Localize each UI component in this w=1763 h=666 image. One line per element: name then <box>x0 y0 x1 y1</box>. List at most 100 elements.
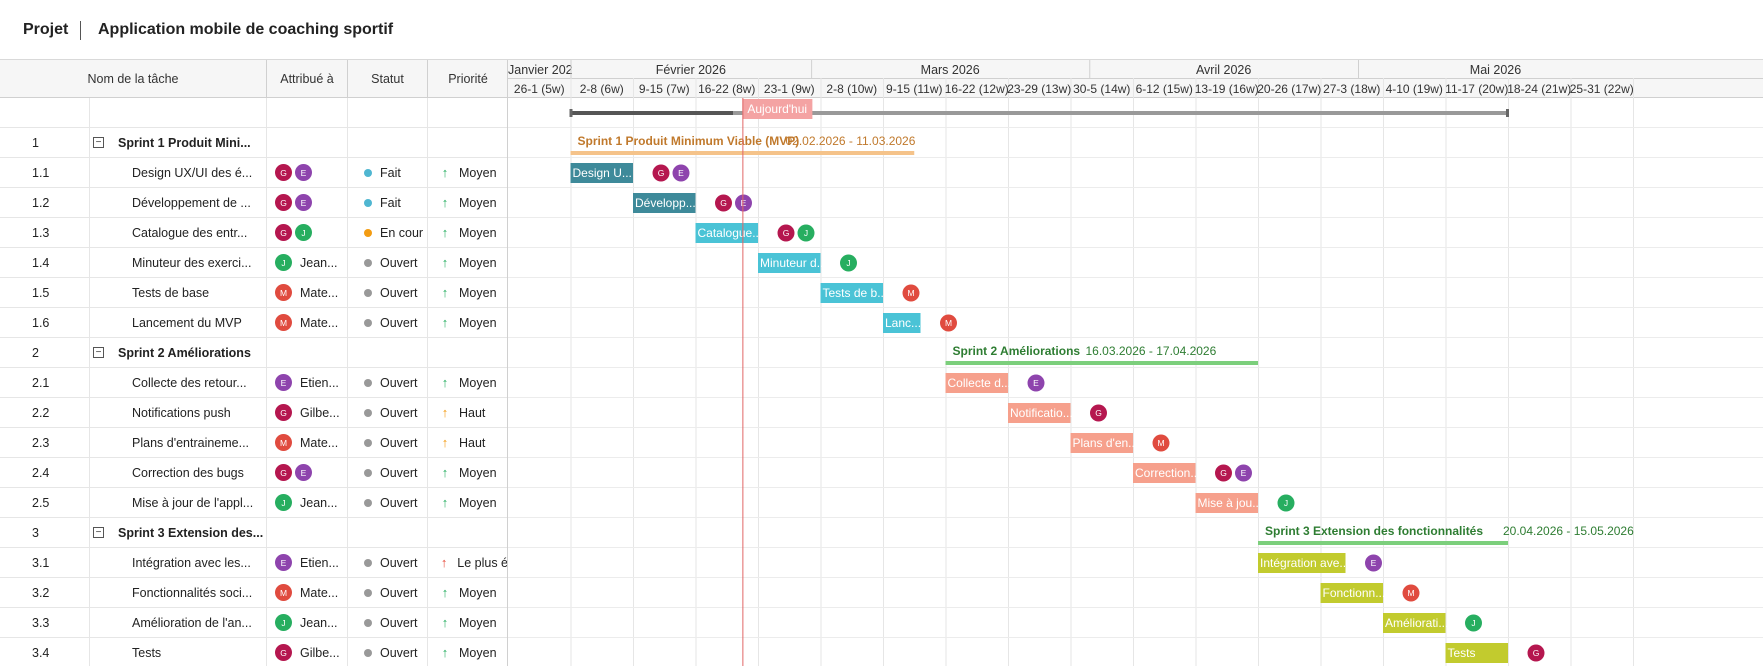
collapse-toggle-icon[interactable]: − <box>93 137 104 148</box>
task-bar[interactable] <box>1008 403 1071 423</box>
task-name-cell[interactable]: Tests <box>90 638 267 666</box>
task-bar[interactable] <box>758 253 821 273</box>
column-header-status[interactable]: Statut <box>348 60 428 98</box>
assignee-cell[interactable] <box>267 338 348 367</box>
status-cell[interactable]: En cour <box>348 218 428 247</box>
task-bar[interactable] <box>570 163 634 183</box>
table-row[interactable]: 2.2 Notifications push G Gilbe... Ouvert ↑ Hau… <box>0 398 507 428</box>
assignee-cell[interactable] <box>267 518 348 547</box>
table-row[interactable]: 2.1 Collecte des retour... E Etien... Ouvert… <box>0 368 507 398</box>
assignee-cell[interactable]: M Mate... <box>267 278 348 307</box>
status-cell[interactable] <box>348 338 428 367</box>
priority-cell[interactable]: ↑ Haut <box>428 398 507 427</box>
task-bar[interactable] <box>1320 583 1384 603</box>
status-cell[interactable]: Ouvert <box>348 548 428 577</box>
task-name-cell[interactable]: Minuteur des exerci... <box>90 248 267 277</box>
assignee-cell[interactable]: J Jean... <box>267 488 348 517</box>
table-row[interactable]: 3.4 Tests G Gilbe... Ouvert ↑ Moyen <box>0 638 507 666</box>
task-name-cell[interactable]: Tests de base <box>90 278 267 307</box>
project-summary-bar[interactable] <box>570 111 1509 115</box>
table-row[interactable]: 1.5 Tests de base M Mate... Ouvert ↑ Moyen <box>0 278 507 308</box>
status-cell[interactable]: Ouvert <box>348 488 428 517</box>
status-cell[interactable]: Ouvert <box>348 578 428 607</box>
priority-cell[interactable]: ↑ Moyen <box>428 278 507 307</box>
priority-cell[interactable]: ↑ Moyen <box>428 218 507 247</box>
status-cell[interactable]: Ouvert <box>348 608 428 637</box>
status-cell[interactable]: Ouvert <box>348 428 428 457</box>
task-name-cell[interactable]: Design UX/UI des é... <box>90 158 267 187</box>
priority-cell[interactable] <box>428 518 507 547</box>
priority-cell[interactable]: ↑ Moyen <box>428 608 507 637</box>
status-cell[interactable] <box>348 98 428 127</box>
table-row[interactable]: 3.3 Amélioration de l'an... J Jean... Ouvert… <box>0 608 507 638</box>
sprint-bar[interactable] <box>1258 541 1508 545</box>
task-name-cell[interactable]: Amélioration de l'an... <box>90 608 267 637</box>
task-bar[interactable] <box>945 373 1009 393</box>
task-name-cell[interactable]: Collecte des retour... <box>90 368 267 397</box>
group-row[interactable]: 2 Sprint 2 Améliorations − <box>0 338 507 368</box>
status-cell[interactable] <box>348 128 428 157</box>
table-row[interactable]: 1.3 Catalogue des entr... G J En cour ↑ Moyen <box>0 218 507 248</box>
task-name-cell[interactable] <box>90 98 267 127</box>
priority-cell[interactable]: ↑ Moyen <box>428 638 507 666</box>
task-name-cell[interactable]: Sprint 1 Produit Mini... <box>90 128 267 157</box>
collapse-toggle-icon[interactable]: − <box>93 347 104 358</box>
collapse-toggle-icon[interactable]: − <box>93 527 104 538</box>
priority-cell[interactable]: ↑ Le plus é <box>428 548 507 577</box>
assignee-cell[interactable]: M Mate... <box>267 578 348 607</box>
assignee-cell[interactable]: G Gilbe... <box>267 638 348 666</box>
status-cell[interactable]: Ouvert <box>348 398 428 427</box>
group-row[interactable]: 1 Sprint 1 Produit Mini... − <box>0 128 507 158</box>
breadcrumb-root[interactable]: Projet <box>23 21 69 38</box>
task-bar[interactable] <box>1383 613 1446 633</box>
assignee-cell[interactable] <box>267 98 348 127</box>
status-cell[interactable]: Fait <box>348 158 428 187</box>
assignee-cell[interactable]: E Etien... <box>267 368 348 397</box>
task-name-cell[interactable]: Intégration avec les... <box>90 548 267 577</box>
assignee-cell[interactable] <box>267 128 348 157</box>
table-row[interactable]: 1.1 Design UX/UI des é... G E Fait ↑ Moyen <box>0 158 507 188</box>
assignee-cell[interactable]: G Gilbe... <box>267 398 348 427</box>
task-bar[interactable] <box>883 313 921 333</box>
status-cell[interactable] <box>348 518 428 547</box>
assignee-cell[interactable]: M Mate... <box>267 428 348 457</box>
status-cell[interactable]: Ouvert <box>348 248 428 277</box>
priority-cell[interactable] <box>428 98 507 127</box>
task-bar[interactable] <box>1258 553 1346 573</box>
task-name-cell[interactable]: Développement de ... <box>90 188 267 217</box>
priority-cell[interactable] <box>428 128 507 157</box>
priority-cell[interactable]: ↑ Moyen <box>428 248 507 277</box>
priority-cell[interactable]: ↑ Moyen <box>428 458 507 487</box>
priority-cell[interactable]: ↑ Moyen <box>428 488 507 517</box>
task-name-cell[interactable]: Notifications push <box>90 398 267 427</box>
assignee-cell[interactable]: J Jean... <box>267 608 348 637</box>
task-bar[interactable] <box>1195 493 1259 513</box>
priority-cell[interactable]: ↑ Haut <box>428 428 507 457</box>
priority-cell[interactable] <box>428 338 507 367</box>
priority-cell[interactable]: ↑ Moyen <box>428 308 507 337</box>
task-name-cell[interactable]: Lancement du MVP <box>90 308 267 337</box>
status-cell[interactable]: Ouvert <box>348 638 428 666</box>
status-cell[interactable]: Fait <box>348 188 428 217</box>
task-name-cell[interactable]: Catalogue des entr... <box>90 218 267 247</box>
assignee-cell[interactable]: E Etien... <box>267 548 348 577</box>
project-row[interactable] <box>0 98 507 128</box>
task-bar[interactable] <box>1445 643 1509 663</box>
table-row[interactable]: 2.5 Mise à jour de l'appl... J Jean... Ouver… <box>0 488 507 518</box>
priority-cell[interactable]: ↑ Moyen <box>428 368 507 397</box>
status-cell[interactable]: Ouvert <box>348 278 428 307</box>
task-name-cell[interactable]: Sprint 2 Améliorations <box>90 338 267 367</box>
task-name-cell[interactable]: Fonctionnalités soci... <box>90 578 267 607</box>
task-name-cell[interactable]: Plans d'entraineme... <box>90 428 267 457</box>
table-row[interactable]: 2.3 Plans d'entraineme... M Mate... Ouvert ↑ H… <box>0 428 507 458</box>
column-header-priority[interactable]: Priorité <box>448 72 488 86</box>
task-bar[interactable] <box>633 193 696 213</box>
table-row[interactable]: 2.4 Correction des bugs G E Ouvert ↑ Moyen <box>0 458 507 488</box>
table-row[interactable]: 1.4 Minuteur des exerci... J Jean... Ouvert ↑… <box>0 248 507 278</box>
task-name-cell[interactable]: Sprint 3 Extension des... <box>90 518 267 547</box>
table-row[interactable]: 1.2 Développement de ... G E Fait ↑ Moyen <box>0 188 507 218</box>
